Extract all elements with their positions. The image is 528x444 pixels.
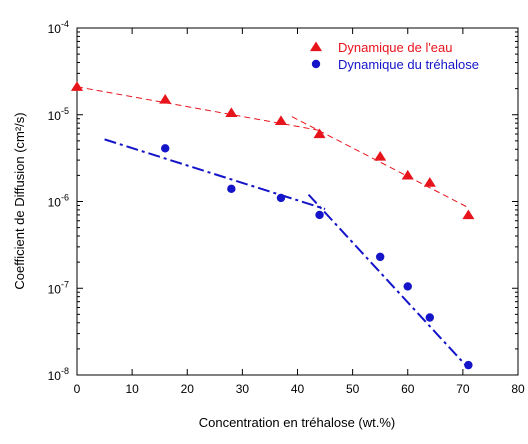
legend-label-water: Dynamique de l'eau [338, 40, 453, 55]
x-tick-label: 50 [346, 382, 360, 396]
legend-triangle-marker [309, 41, 323, 52]
water-data-point [70, 81, 84, 91]
water-data-point [159, 93, 172, 104]
trehalose-data-point [403, 282, 412, 291]
legend-circle-marker [311, 59, 321, 69]
x-tick-label: 40 [291, 382, 305, 396]
x-tick-label: 30 [236, 382, 250, 396]
water-data-point [274, 115, 288, 125]
x-tick-label: 80 [511, 382, 525, 396]
y-tick-label: 10-8 [48, 366, 69, 383]
legend: Dynamique de l'eau Dynamique du tréhalose [309, 40, 479, 72]
trehalose-data-point [425, 313, 434, 322]
trehalose-data-point [227, 184, 236, 194]
trehalose-data-point [464, 360, 473, 370]
water-data-point [462, 209, 475, 220]
x-axis-title: Concentration en tréhalose (wt.%) [199, 415, 396, 430]
x-tick-label: 0 [74, 382, 81, 396]
trehalose-data-point [375, 252, 385, 262]
water-data-point [374, 151, 387, 161]
water-data-point [423, 177, 436, 187]
x-tick-label: 70 [456, 382, 470, 396]
x-tick-label: 60 [401, 382, 415, 396]
trehalose-data-point [315, 210, 324, 220]
water-data-point [225, 107, 238, 118]
y-axis-title: Coefficient de Diffusion (cm²/s) [12, 112, 27, 289]
x-tick-label: 10 [125, 382, 139, 396]
data-points [70, 81, 475, 370]
y-tick-label: 10-4 [48, 19, 69, 36]
water-data-point [313, 128, 326, 139]
trehalose-data-point [161, 144, 170, 153]
plot-frame [76, 27, 519, 376]
x-tick-label: 20 [181, 382, 195, 396]
axis-ticks: 0 10 20 30 40 50 60 70 80 10-8 10-7 10-6 10-5 10-4 [48, 19, 525, 396]
trehalose-fit-line [104, 138, 326, 210]
fit-lines [76, 86, 470, 369]
trehalose-data-point [276, 193, 286, 203]
y-tick-label: 10-7 [48, 279, 69, 296]
y-tick-label: 10-5 [48, 106, 69, 123]
trehalose-fit-line [307, 193, 470, 369]
y-tick-label: 10-6 [48, 193, 69, 210]
legend-label-trehalose: Dynamique du tréhalose [338, 57, 479, 72]
water-data-point [401, 169, 414, 180]
